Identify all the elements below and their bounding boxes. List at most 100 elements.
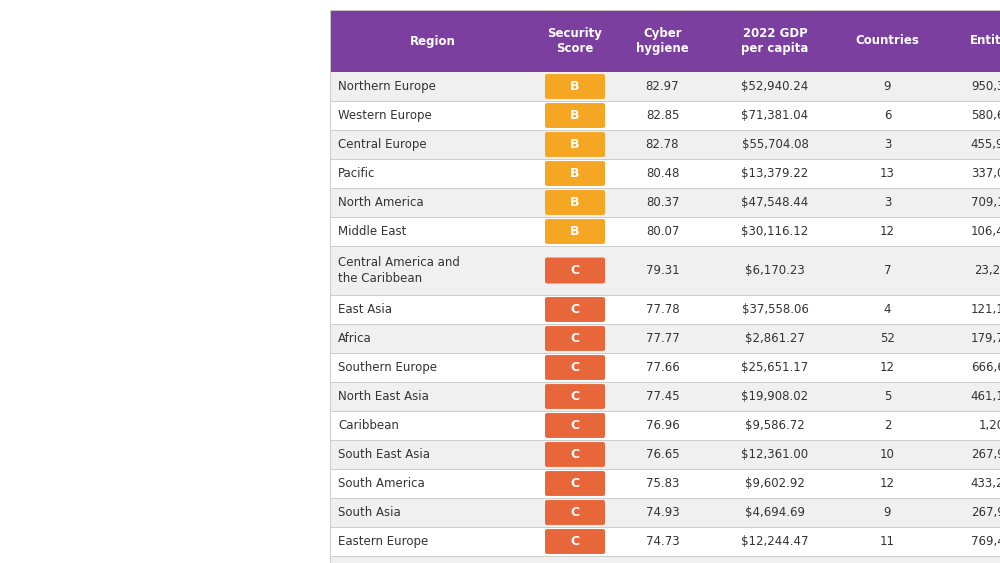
Text: 76.96: 76.96	[646, 419, 679, 432]
Text: 12: 12	[880, 225, 895, 238]
FancyBboxPatch shape	[545, 297, 605, 322]
Text: Entities: Entities	[970, 34, 1000, 47]
Text: 6: 6	[884, 109, 891, 122]
Text: South Asia: South Asia	[338, 506, 401, 519]
Text: North East Asia: North East Asia	[338, 390, 429, 403]
Bar	[330, 498, 1000, 527]
Text: B: B	[570, 80, 580, 93]
Text: 11: 11	[880, 535, 895, 548]
Text: 77.66: 77.66	[646, 361, 679, 374]
Text: Security
Score: Security Score	[548, 27, 602, 55]
Text: $12,361.00: $12,361.00	[741, 448, 809, 461]
Text: 5: 5	[884, 390, 891, 403]
Bar	[330, 527, 1000, 556]
Text: 82.78: 82.78	[646, 138, 679, 151]
FancyBboxPatch shape	[545, 471, 605, 496]
Text: 106,487: 106,487	[971, 225, 1000, 238]
Text: 79.31: 79.31	[646, 264, 679, 277]
Text: 77.45: 77.45	[646, 390, 679, 403]
Text: $12,244.47: $12,244.47	[741, 535, 809, 548]
Text: Central America and
the Caribbean: Central America and the Caribbean	[338, 257, 460, 284]
Text: 9: 9	[884, 506, 891, 519]
Text: $4,694.69: $4,694.69	[745, 506, 805, 519]
Text: 121,165: 121,165	[971, 303, 1000, 316]
FancyBboxPatch shape	[545, 161, 605, 186]
Text: Central Europe: Central Europe	[338, 138, 427, 151]
Text: Cyber
hygiene: Cyber hygiene	[636, 27, 689, 55]
Text: Pacific: Pacific	[338, 167, 375, 180]
FancyBboxPatch shape	[545, 355, 605, 380]
FancyBboxPatch shape	[545, 326, 605, 351]
Text: 4: 4	[884, 303, 891, 316]
Text: Africa: Africa	[338, 332, 372, 345]
Text: $52,940.24: $52,940.24	[741, 80, 809, 93]
Text: 709,138: 709,138	[971, 196, 1000, 209]
Bar	[330, 382, 1000, 411]
Bar	[330, 188, 1000, 217]
Bar	[330, 246, 1000, 295]
Text: 950,303: 950,303	[971, 80, 1000, 93]
Text: $9,586.72: $9,586.72	[745, 419, 805, 432]
Bar	[330, 72, 1000, 101]
Bar	[330, 324, 1000, 353]
Text: C: C	[570, 332, 580, 345]
Text: 433,251: 433,251	[971, 477, 1000, 490]
Text: 13: 13	[880, 167, 895, 180]
Bar	[330, 411, 1000, 440]
Text: $19,908.02: $19,908.02	[741, 390, 809, 403]
Text: Eastern Europe: Eastern Europe	[338, 535, 428, 548]
Text: 77.77: 77.77	[646, 332, 679, 345]
Text: 80.07: 80.07	[646, 225, 679, 238]
Text: C: C	[570, 477, 580, 490]
Text: 455,927: 455,927	[971, 138, 1000, 151]
Text: 461,181: 461,181	[971, 390, 1000, 403]
Text: 82.97: 82.97	[646, 80, 679, 93]
Bar	[330, 10, 1000, 72]
FancyBboxPatch shape	[545, 190, 605, 215]
Text: 7: 7	[884, 264, 891, 277]
Bar	[330, 353, 1000, 382]
Text: 769,462: 769,462	[971, 535, 1000, 548]
Text: $30,116.12: $30,116.12	[741, 225, 809, 238]
Text: 74.73: 74.73	[646, 535, 679, 548]
Text: 3: 3	[884, 196, 891, 209]
FancyBboxPatch shape	[545, 74, 605, 99]
Text: North America: North America	[338, 196, 424, 209]
Text: $6,170.23: $6,170.23	[745, 264, 805, 277]
Text: C: C	[570, 448, 580, 461]
Text: 10: 10	[880, 448, 895, 461]
Text: 82.85: 82.85	[646, 109, 679, 122]
Text: 23,248: 23,248	[974, 264, 1000, 277]
Text: B: B	[570, 225, 580, 238]
Text: 2: 2	[884, 419, 891, 432]
FancyBboxPatch shape	[545, 103, 605, 128]
Text: 267,928: 267,928	[971, 506, 1000, 519]
FancyBboxPatch shape	[545, 442, 605, 467]
Text: 666,604: 666,604	[971, 361, 1000, 374]
Text: 179,726: 179,726	[971, 332, 1000, 345]
Text: $71,381.04: $71,381.04	[741, 109, 809, 122]
Text: $47,548.44: $47,548.44	[741, 196, 809, 209]
Bar	[330, 159, 1000, 188]
Text: 12: 12	[880, 361, 895, 374]
Bar	[330, 440, 1000, 469]
Text: South America: South America	[338, 477, 425, 490]
Text: Region: Region	[410, 34, 455, 47]
Text: C: C	[570, 419, 580, 432]
Text: 337,088: 337,088	[971, 167, 1000, 180]
Text: Countries: Countries	[856, 34, 919, 47]
Text: C: C	[570, 361, 580, 374]
FancyBboxPatch shape	[545, 132, 605, 157]
FancyBboxPatch shape	[545, 413, 605, 438]
Text: $9,602.92: $9,602.92	[745, 477, 805, 490]
Text: $37,558.06: $37,558.06	[742, 303, 808, 316]
Text: South East Asia: South East Asia	[338, 448, 430, 461]
Text: Northern Europe: Northern Europe	[338, 80, 436, 93]
Text: $13,379.22: $13,379.22	[741, 167, 809, 180]
Bar	[330, 556, 1000, 563]
Text: C: C	[570, 535, 580, 548]
Text: 52: 52	[880, 332, 895, 345]
Text: 80.48: 80.48	[646, 167, 679, 180]
Text: C: C	[570, 264, 580, 277]
Text: B: B	[570, 167, 580, 180]
